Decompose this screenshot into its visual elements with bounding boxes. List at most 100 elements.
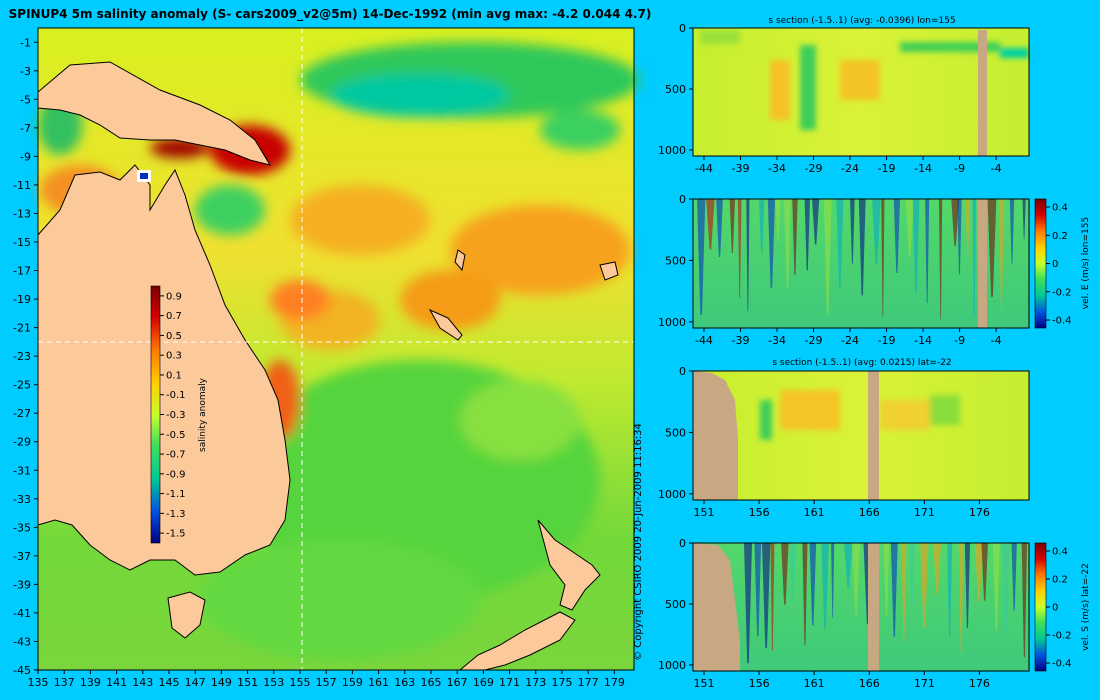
section1-x-tick-label: -4	[991, 162, 1002, 175]
vel2-colorbar	[1034, 542, 1047, 672]
map-colorbar-tick-label: -1.1	[166, 489, 186, 500]
map-frame	[37, 27, 635, 671]
map-colorbar-tick-label: 0.7	[166, 311, 182, 322]
vel1-colorbar	[1034, 198, 1047, 329]
map-x-tick-label: 171	[499, 676, 520, 689]
vel1-x-tick-label: -34	[768, 334, 786, 347]
map-y-tick-label: -9	[20, 150, 31, 163]
map-y-tick-label: -7	[20, 122, 31, 135]
vel1-stripe	[912, 199, 920, 293]
map-x-tick-label: 135	[28, 676, 49, 689]
vel1-stripe	[881, 199, 885, 317]
section1-ticks: -44 -39 -34 -29 -24 -19 -14 -9 -4 0 500 1000	[658, 22, 1002, 175]
map-colorbar-tick-label: -1.3	[166, 509, 186, 520]
vel1-x-tick-label: -39	[731, 334, 749, 347]
vel2-colorbar-tick-label: 0	[1052, 603, 1058, 614]
map-x-tick-label: 157	[316, 676, 337, 689]
map-x-tick-label: 143	[132, 676, 153, 689]
map-y-tick-label: -39	[13, 578, 31, 591]
section2-y-tick-label: 0	[679, 365, 686, 378]
vel2-stripe	[933, 543, 942, 595]
vel1-stripe	[758, 199, 765, 254]
section2-patches	[760, 390, 960, 440]
land-masses	[37, 61, 619, 671]
vel2-stripe	[744, 543, 753, 664]
vel2-stripe	[1021, 543, 1028, 658]
map-colorbar-label: salinity anomaly	[198, 377, 208, 452]
map-colorbar-tick-label: -1.5	[166, 529, 186, 540]
vel1-stripes	[697, 199, 1026, 320]
vel2-stripe	[831, 543, 835, 618]
velocity-panel-south: 151 156 161 166 171 176 0 500 1000 0.4 0.2 0 -0.2 -0…	[658, 537, 1091, 690]
vel2-stripe	[964, 543, 971, 628]
section2-field	[693, 371, 1029, 500]
map-y-tick-label: -41	[13, 607, 31, 620]
vel2-stripe	[781, 543, 789, 605]
vel2-stripe	[754, 543, 762, 637]
map-x-tick-label: 155	[289, 676, 310, 689]
map-y-ticks: -1 -3 -5 -7 -9 -11 -13 -15 -17 -19 -21 -23 -25 -27 -29…	[13, 36, 38, 677]
vel2-y-tick-label: 1000	[658, 659, 686, 672]
map-colorbar-tick-label: 0.5	[166, 331, 182, 342]
vel2-x-tick-label: 166	[859, 677, 880, 690]
section2-frame	[692, 370, 1030, 501]
vel1-stripe	[951, 199, 960, 246]
vel1-stripe	[925, 199, 930, 304]
vel2-stripe	[981, 543, 989, 601]
map-y-tick-label: -31	[13, 464, 31, 477]
section1-frame	[692, 27, 1030, 157]
section1-x-tick-label: -44	[695, 162, 713, 175]
new-guinea	[37, 61, 272, 166]
section-panel-salinity-lat: s section (-1.5..1) (avg: 0.0215) lat=-2…	[658, 358, 1030, 519]
section2-x-tick-label: 161	[804, 506, 825, 519]
vel2-stripe	[852, 543, 860, 615]
map-y-tick-label: -27	[13, 407, 31, 420]
new-caledonia	[428, 308, 463, 341]
vel1-stripe	[784, 199, 791, 288]
vel1-stripe	[965, 199, 970, 259]
vel2-x-tick-label: 176	[969, 677, 990, 690]
vel1-colorbar-tick-label: -0.2	[1052, 287, 1072, 298]
vel1-y-tick-label: 500	[665, 254, 686, 267]
vel2-colorbar-label: vel. S (m/s) lat=-22	[1081, 563, 1091, 651]
map-colorbar-tick-label: 0.1	[166, 370, 182, 381]
section-panel-salinity-lon: s section (-1.5..1) (avg: -0.0396) lon=1…	[658, 16, 1030, 175]
map-y-tick-label: -15	[13, 236, 31, 249]
section1-patches	[700, 30, 1029, 130]
map-y-tick-label: -1	[20, 36, 31, 49]
vel2-frame	[692, 542, 1030, 672]
vel2-stripe	[809, 543, 817, 626]
fiji	[599, 261, 619, 281]
vel1-stripe	[737, 199, 742, 299]
vel1-stripe	[939, 199, 943, 320]
map-x-tick-label: 167	[447, 676, 468, 689]
vel1-stripe	[804, 199, 810, 271]
vel2-colorbar-tick-label: 0.2	[1052, 575, 1068, 586]
vel1-stripe	[893, 199, 901, 273]
map-x-ticks: 135 137 139 141 143 145 147 149 151 153 155 157 159 1…	[28, 670, 625, 689]
map-x-tick-label: 159	[342, 676, 363, 689]
map-y-tick-label: -5	[20, 93, 31, 106]
vel2-stripe	[974, 543, 984, 602]
vel1-x-tick-label: -9	[954, 334, 965, 347]
vel2-colorbar-tick-label: -0.2	[1052, 631, 1072, 642]
vel1-stripe	[706, 199, 715, 250]
vel2-stripe	[883, 543, 890, 617]
section2-y-tick-label: 500	[665, 426, 686, 439]
map-x-tick-label: 139	[80, 676, 101, 689]
section1-x-tick-label: -34	[768, 162, 786, 175]
vel1-stripe	[792, 199, 798, 276]
map-y-tick-label: -17	[13, 265, 31, 278]
vel1-x-tick-label: -19	[878, 334, 896, 347]
map-y-tick-label: -13	[13, 207, 31, 220]
vel1-stripe	[858, 199, 866, 296]
vel1-stripe	[972, 199, 977, 318]
vel1-colorbar-tick-label: -0.4	[1052, 316, 1072, 327]
map-y-tick-label: -37	[13, 550, 31, 563]
map-x-tick-label: 153	[263, 676, 284, 689]
vel1-stripe	[812, 199, 820, 245]
section2-x-tick-label: 166	[859, 506, 880, 519]
vel1-stripe	[872, 199, 881, 264]
vel2-stripe	[992, 543, 1000, 631]
